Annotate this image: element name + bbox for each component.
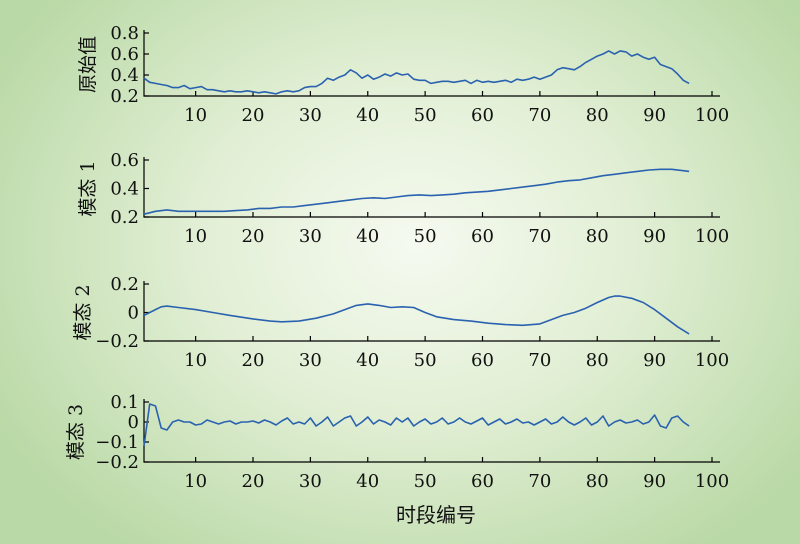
panel-1-xtick-label: 20	[242, 105, 265, 126]
panel-4-series-line	[143, 403, 690, 447]
panel-4-xtick-label: 10	[184, 471, 207, 492]
panel-3-ytick-label: 0.2	[110, 274, 139, 295]
panel-1-xtick-label: 80	[586, 105, 609, 126]
panel-2-ytick-label: 0.6	[110, 150, 139, 171]
panel-2-ytick-label: 0.2	[110, 207, 139, 228]
panel-2-xtick-label: 80	[586, 226, 609, 247]
panel-2-series-line	[143, 168, 690, 215]
panel-3-xtick-label: 80	[586, 350, 609, 371]
panel-3-xtick-label: 70	[528, 350, 551, 371]
panel-3-xtick-label: 60	[471, 350, 494, 371]
panel-1-xtick-label: 10	[184, 105, 207, 126]
panel-3-xtick-label: 50	[414, 350, 437, 371]
panel-2-ytick-label: 0.4	[110, 179, 139, 200]
panel-4-xtick-label: 40	[356, 471, 379, 492]
panel-3-axes	[143, 281, 720, 342]
panel-3-xtick-label: 90	[643, 350, 666, 371]
panel-1-xtick-label: 50	[414, 105, 437, 126]
panel-4-xtick-label: 20	[242, 471, 265, 492]
panel-2-xtick-label: 60	[471, 226, 494, 247]
panel-1-xtick-label: 30	[299, 105, 322, 126]
panel-2-xtick-label: 20	[242, 226, 265, 247]
panel-3-xtick-label: 20	[242, 350, 265, 371]
panel-2-axes	[143, 157, 720, 218]
panel-1-xtick-label: 60	[471, 105, 494, 126]
panel-3-xtick-label: 10	[184, 350, 207, 371]
panel-3-ytick-label: −0.2	[95, 331, 139, 352]
panel-4-xtick-label: 90	[643, 471, 666, 492]
panel-2-xtick-label: 30	[299, 226, 322, 247]
panel-3-xtick-label: 30	[299, 350, 322, 371]
panel-4-ylabel: 模态 3	[65, 404, 87, 460]
panel-1-xtick-label: 70	[528, 105, 551, 126]
panel-4-ytick-label: 0.1	[110, 392, 139, 413]
panel-1-xtick-label: 100	[695, 105, 729, 126]
panel-3-xtick-label: 100	[695, 350, 729, 371]
panel-3-ytick-label: 0	[128, 303, 139, 324]
panel-1-ytick-label: 0.8	[110, 23, 139, 44]
panel-3-ylabel: 模态 2	[72, 284, 94, 340]
panel-3-series-line	[143, 295, 690, 335]
panel-1-series-line	[143, 50, 690, 95]
x-axis-label: 时段编号	[396, 503, 476, 527]
panel-2-xtick-label: 50	[414, 226, 437, 247]
panel-2-xtick-label: 70	[528, 226, 551, 247]
panel-4-axes	[143, 399, 720, 463]
panel-4-ytick-label: 0	[128, 412, 139, 433]
panel-2-xtick-label: 90	[643, 226, 666, 247]
panel-4-xtick-label: 30	[299, 471, 322, 492]
panel-2-ylabel: 模态 1	[77, 160, 99, 216]
panel-4-xtick-label: 80	[586, 471, 609, 492]
panel-1-xtick-label: 40	[356, 105, 379, 126]
panel-4-xtick-label: 60	[471, 471, 494, 492]
panel-2-xtick-label: 10	[184, 226, 207, 247]
panel-1-axes	[143, 30, 720, 97]
panel-4-xtick-label: 100	[695, 471, 729, 492]
panel-1-xtick-label: 90	[643, 105, 666, 126]
panel-1-ytick-label: 0.4	[110, 65, 139, 86]
panel-4-xtick-label: 50	[414, 471, 437, 492]
panel-1-ytick-label: 0.2	[110, 86, 139, 107]
panel-2-xtick-label: 40	[356, 226, 379, 247]
panel-1-ytick-label: 0.6	[110, 44, 139, 65]
panel-2-xtick-label: 100	[695, 226, 729, 247]
panel-1-ylabel: 原始值	[77, 36, 99, 93]
panel-3-xtick-label: 40	[356, 350, 379, 371]
panel-4-xtick-label: 70	[528, 471, 551, 492]
panel-4-ytick-label: −0.1	[95, 432, 139, 453]
panel-4-ytick-label: −0.2	[95, 452, 139, 473]
